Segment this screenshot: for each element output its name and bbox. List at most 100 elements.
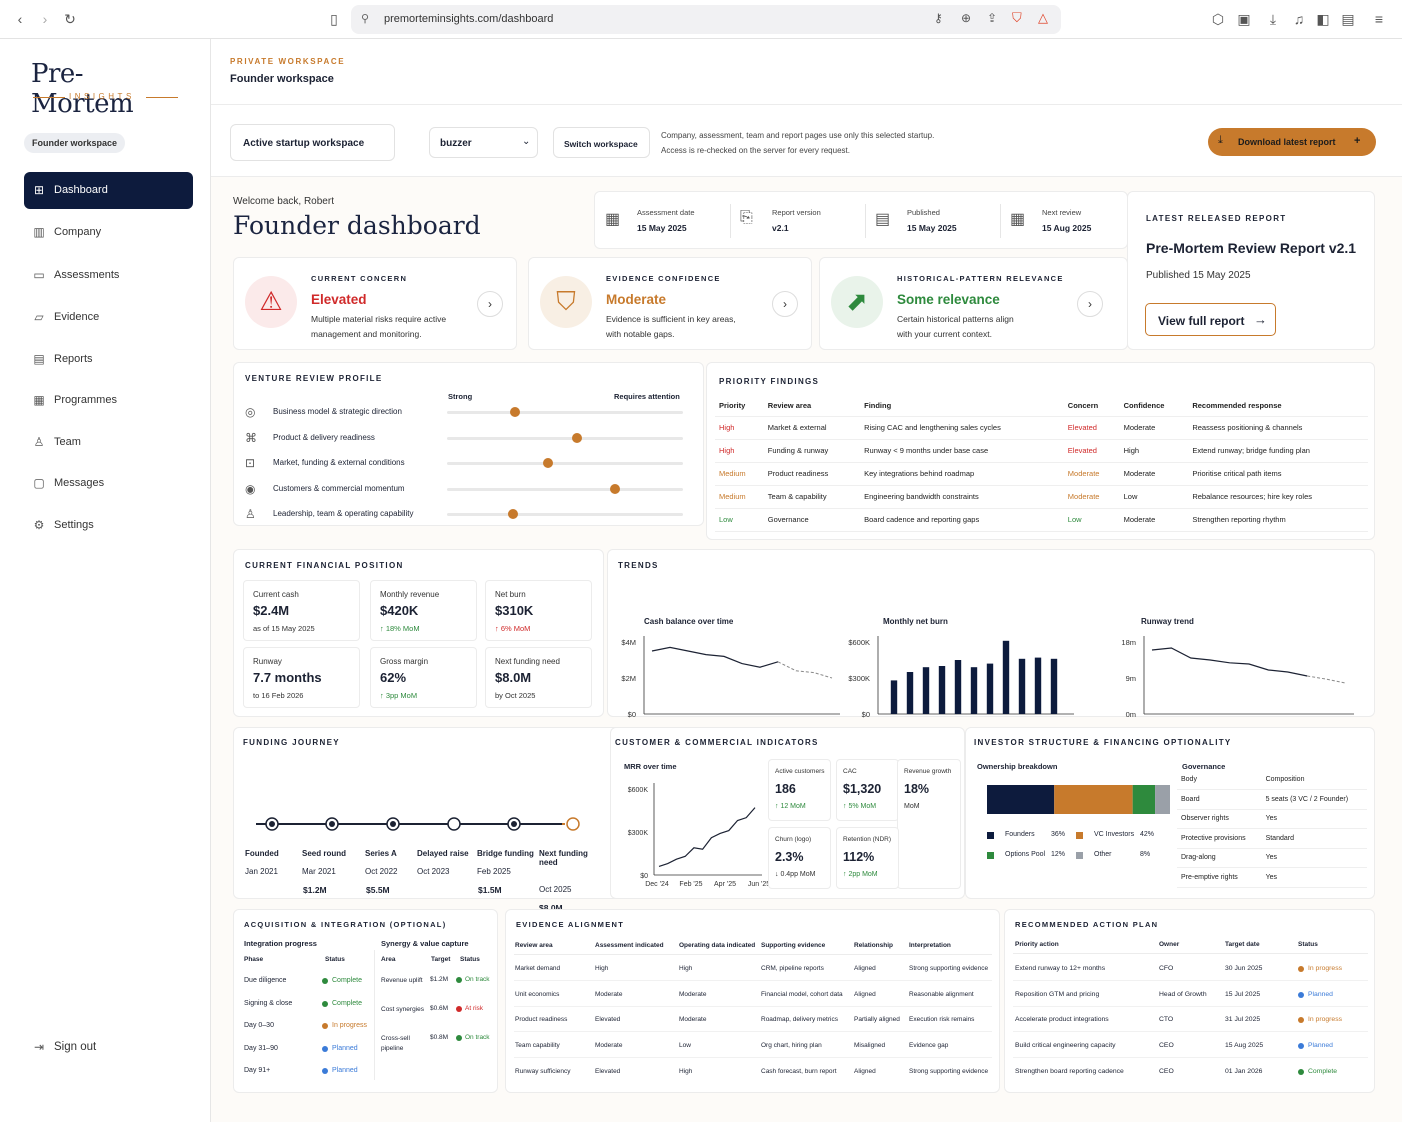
- divider: [514, 954, 992, 955]
- sidebar-item-dashboard[interactable]: ⊞ Dashboard: [24, 172, 193, 209]
- action-cell: Head of Growth: [1159, 990, 1207, 998]
- chevron-right-icon[interactable]: ›: [772, 291, 798, 317]
- sidebar-item-messages[interactable]: ▢ Messages: [24, 465, 193, 502]
- status-dot: [456, 1006, 462, 1012]
- table-row[interactable]: Medium Product readiness Key integrations …: [715, 462, 1368, 486]
- site-settings-icon[interactable]: ⚲: [361, 13, 370, 25]
- chat-icon: ▢: [33, 476, 45, 490]
- key-icon[interactable]: ⚷: [934, 11, 943, 25]
- profile-marker: [543, 458, 554, 468]
- metric-value: 2.3%: [775, 850, 804, 864]
- phase-status: Planned: [332, 1044, 358, 1052]
- extensions-icon[interactable]: ⬡: [1211, 11, 1225, 27]
- row-divider: [514, 1005, 992, 1007]
- findings-cell: Rising CAC and lengthening sales cycles: [860, 416, 1064, 440]
- phase-status: Complete: [332, 977, 362, 984]
- sign-out-button[interactable]: ⇥ Sign out: [24, 1029, 193, 1066]
- back-icon[interactable]: ‹: [17, 11, 23, 27]
- sidebar-item-label: Dashboard: [54, 184, 108, 196]
- workspace-note-2: Access is re-checked on the server for e…: [661, 146, 850, 155]
- calendar-icon: ▦: [605, 211, 621, 228]
- findings-cell: High: [1119, 439, 1189, 463]
- bookmark-icon[interactable]: ▯: [330, 11, 338, 27]
- download-report-button[interactable]: ⤓ Download latest report +: [1208, 128, 1376, 156]
- synergy-status: On track: [465, 1034, 490, 1041]
- journey-stage-name: Bridge funding: [477, 849, 534, 858]
- meta-label: Assessment date: [637, 208, 695, 217]
- findings-cell: Moderate: [1119, 508, 1189, 532]
- reload-icon[interactable]: ↻: [64, 11, 76, 27]
- sidebar-item-reports[interactable]: ▤ Reports: [24, 341, 193, 378]
- findings-header: Finding: [860, 395, 1064, 417]
- evidence-cell: Reasonable alignment: [909, 990, 974, 998]
- table-header: Interpretation: [909, 942, 951, 949]
- workspace-select[interactable]: buzzer ⌄: [429, 127, 538, 158]
- findings-cell: Prioritise critical path items: [1188, 462, 1368, 486]
- journey-stage-amount: $8.0M: [539, 903, 563, 913]
- table-row[interactable]: Low Governance Board cadence and reporting…: [715, 508, 1368, 532]
- brand-logo[interactable]: Pre-Mortem INSIGHTS: [31, 59, 181, 119]
- findings-cell: Engineering bandwidth constraints: [860, 485, 1064, 509]
- report-meta-strip: ▦ Assessment date 15 May 2025 ⎘ Report versi…: [594, 191, 1128, 249]
- customer-metric-tile: CAC $1,320 ↑ 5% MoM: [836, 759, 899, 821]
- findings-cell: Moderate: [1063, 485, 1120, 509]
- x-tick-label: Feb '25: [679, 881, 702, 888]
- address-bar[interactable]: ⚲ premorteminsights.com/dashboard ⚷ ⊕ ⇪ …: [351, 5, 1061, 34]
- url-text[interactable]: premorteminsights.com/dashboard: [384, 13, 554, 25]
- table-row[interactable]: Medium Team & capability Engineering bandw…: [715, 485, 1368, 509]
- table-row[interactable]: High Funding & runway Runway < 9 months un…: [715, 439, 1368, 463]
- chevron-right-icon[interactable]: ›: [477, 291, 503, 317]
- menu-icon[interactable]: ≡: [1374, 11, 1384, 27]
- evidence-cell: Aligned: [854, 1067, 876, 1075]
- metric-detail: by Oct 2025: [495, 691, 536, 700]
- latest-report-card: LATEST RELEASED REPORT Pre-Mortem Review…: [1127, 191, 1375, 350]
- legend-pct: 42%: [1140, 831, 1155, 838]
- meta-label: Next review: [1042, 208, 1082, 217]
- tab-icon[interactable]: ▣: [1237, 11, 1251, 27]
- metric-detail: MoM: [904, 803, 920, 810]
- sidebar-item-settings[interactable]: ⚙ Settings: [24, 507, 193, 544]
- wallet-icon[interactable]: ▤: [1341, 11, 1355, 27]
- sidebar-item-team[interactable]: ♙ Team: [24, 424, 193, 461]
- metric-label: Current cash: [253, 590, 299, 599]
- zoom-icon[interactable]: ⊕: [961, 11, 972, 25]
- meta-divider: [730, 204, 731, 238]
- status-card-1[interactable]: ⚠ CURRENT CONCERN Elevated Multiple materia…: [233, 257, 517, 350]
- share-icon[interactable]: ⇪: [987, 11, 998, 25]
- phase-name: Signing & close: [244, 999, 293, 1007]
- status-card-3[interactable]: ⬈ HISTORICAL-PATTERN RELEVANCE Some releva…: [819, 257, 1128, 350]
- action-status: Planned: [1308, 990, 1333, 998]
- switch-workspace-button[interactable]: Switch workspace: [553, 127, 650, 158]
- sidebar-item-assessments[interactable]: ▭ Assessments: [24, 257, 193, 294]
- journey-title: FUNDING JOURNEY: [243, 738, 340, 747]
- evidence-cell: Misaligned: [854, 1042, 886, 1050]
- view-full-report-button[interactable]: View full report →: [1145, 303, 1276, 336]
- plus-icon: +: [1354, 135, 1361, 147]
- sidebar-toggle-icon[interactable]: ◧: [1316, 11, 1330, 27]
- shield-icon[interactable]: ⛉: [1012, 10, 1022, 25]
- forward-icon[interactable]: ›: [42, 11, 48, 27]
- metric-label: Gross margin: [380, 657, 429, 666]
- action-status: Planned: [1308, 1042, 1333, 1050]
- table-header: Status: [325, 956, 345, 963]
- findings-title: PRIORITY FINDINGS: [719, 377, 820, 386]
- chevron-right-icon[interactable]: ›: [1077, 291, 1103, 317]
- status-card-2[interactable]: ⛉ EVIDENCE CONFIDENCE Moderate Evidence is …: [528, 257, 812, 350]
- warning-icon[interactable]: △: [1038, 10, 1048, 25]
- meta-value: 15 May 2025: [637, 223, 687, 233]
- table-row[interactable]: High Market & external Rising CAC and leng…: [715, 416, 1368, 440]
- sidebar-item-evidence[interactable]: ▱ Evidence: [24, 299, 193, 336]
- download-icon[interactable]: ⤓: [1269, 11, 1277, 27]
- synergy-area: Revenue uplift: [381, 977, 423, 984]
- calendar-icon: ▦: [33, 393, 45, 407]
- sidebar-item-programmes[interactable]: ▦ Programmes: [24, 382, 193, 419]
- financial-metric-card: Net burn $310K ↑ 6% MoM: [485, 580, 592, 641]
- action-cell: 30 Jun 2025: [1225, 965, 1263, 972]
- sidebar-item-company[interactable]: ▥ Company: [24, 214, 193, 251]
- financial-metric-card: Current cash $2.4M as of 15 May 2025: [243, 580, 360, 641]
- action-status: In progress: [1308, 965, 1343, 972]
- status-kicker: CURRENT CONCERN: [311, 274, 408, 283]
- journey-timeline: [256, 817, 580, 831]
- music-icon[interactable]: ♫: [1293, 11, 1305, 27]
- findings-cell: Moderate: [1119, 416, 1189, 440]
